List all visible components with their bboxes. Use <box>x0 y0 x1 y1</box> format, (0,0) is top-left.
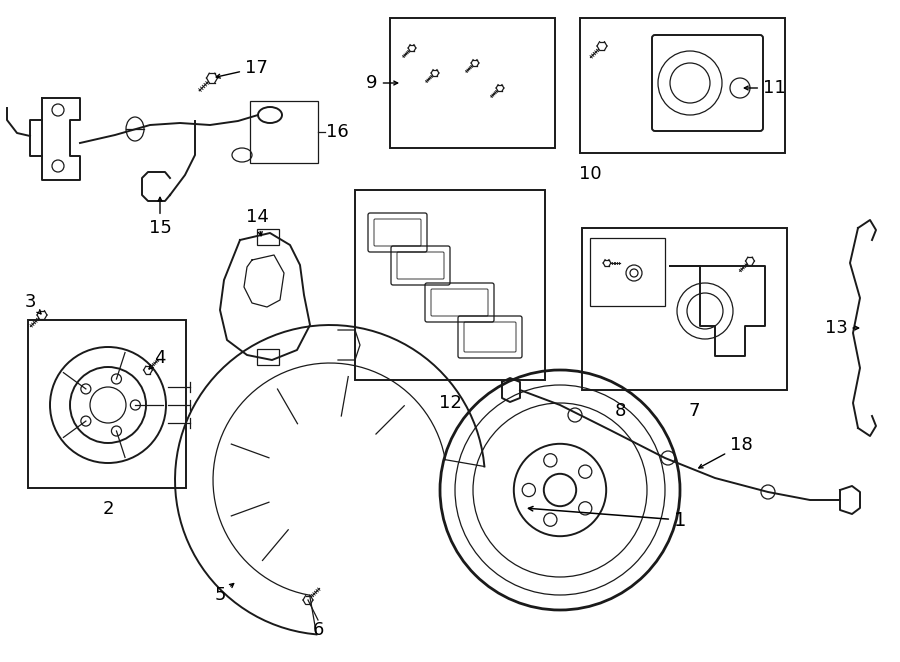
Text: 1: 1 <box>528 506 687 530</box>
Text: 11: 11 <box>744 79 786 97</box>
Circle shape <box>112 374 122 384</box>
Circle shape <box>130 400 140 410</box>
Text: 8: 8 <box>615 402 626 420</box>
Text: 6: 6 <box>312 621 324 639</box>
Text: 13: 13 <box>824 319 859 337</box>
Text: 14: 14 <box>246 208 268 236</box>
Bar <box>582 228 787 390</box>
Text: 7: 7 <box>688 402 700 420</box>
Text: 2: 2 <box>103 500 113 518</box>
Ellipse shape <box>126 117 144 141</box>
Bar <box>590 238 665 306</box>
Circle shape <box>81 384 91 394</box>
Circle shape <box>81 416 91 426</box>
Circle shape <box>112 426 122 436</box>
Text: 10: 10 <box>579 165 601 183</box>
Text: 12: 12 <box>438 394 462 412</box>
Text: 15: 15 <box>148 197 171 237</box>
Bar <box>390 18 555 148</box>
Text: 17: 17 <box>216 59 268 78</box>
Text: 9: 9 <box>366 74 398 92</box>
Bar <box>250 101 318 163</box>
Bar <box>257 349 279 365</box>
Text: 3: 3 <box>24 293 41 314</box>
Bar <box>580 18 785 153</box>
Text: 5: 5 <box>214 583 234 604</box>
Bar <box>355 190 545 380</box>
Text: 4: 4 <box>149 349 166 369</box>
Bar <box>257 229 279 245</box>
Bar <box>28 320 186 488</box>
Text: 18: 18 <box>698 436 752 468</box>
Text: 16: 16 <box>326 123 349 141</box>
